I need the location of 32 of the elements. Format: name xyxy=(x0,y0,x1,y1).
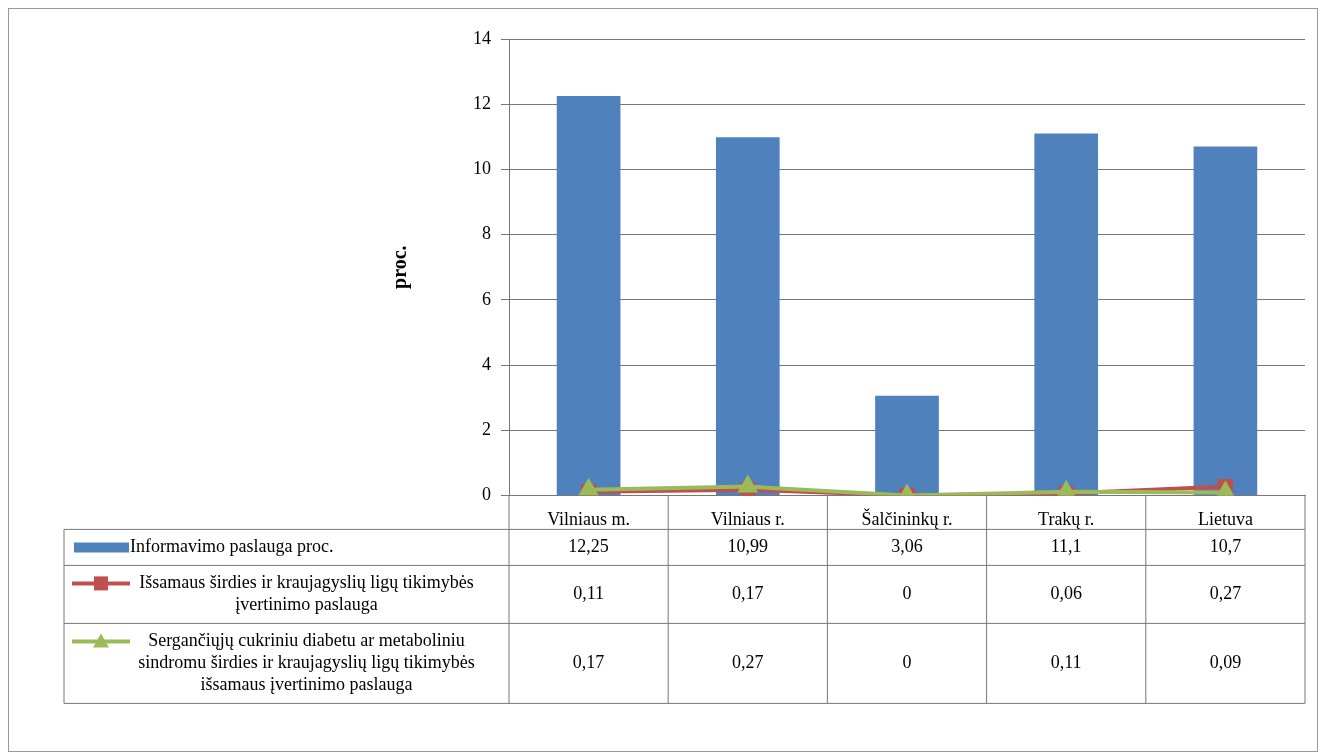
legend-label: Sergančiųjų cukriniu diabetu ar metaboliniu sindromu širdies ir kraujagyslių ligų tikimybės išsamaus įvertinimo paslauga xyxy=(138,630,475,695)
data-label: 10,7 xyxy=(1209,536,1242,557)
data-label: 0,27 xyxy=(1209,583,1242,604)
data-label: 3,06 xyxy=(891,536,923,557)
x-tick-label: Trakų r. xyxy=(1038,508,1095,529)
y-tick-label: 12 xyxy=(473,92,491,113)
y-tick-label: 14 xyxy=(473,27,491,48)
y-tick-label: 6 xyxy=(482,288,491,309)
data-label: 0,27 xyxy=(732,652,764,673)
x-tick-label: Vilniaus r. xyxy=(710,508,785,529)
data-label: 10,99 xyxy=(727,536,769,557)
y-tick-label: 8 xyxy=(482,223,491,244)
data-label: 0,09 xyxy=(1209,652,1242,673)
x-tick-label: Vilniaus m. xyxy=(547,508,631,529)
data-label: 0,17 xyxy=(732,583,764,604)
data-label: 0 xyxy=(902,652,912,673)
y-tick-label: 0 xyxy=(482,484,491,505)
data-label: 0,11 xyxy=(1050,652,1082,673)
legend-label: Informavimo paslauga proc. xyxy=(130,536,334,557)
legend-label: Išsamaus širdies ir kraujagyslių ligų tikimybės įvertinimo paslauga xyxy=(139,572,474,615)
y-axis-title: proc. xyxy=(388,245,412,289)
data-label: 0,17 xyxy=(572,652,605,673)
y-tick-label: 10 xyxy=(473,158,491,179)
data-label: 12,25 xyxy=(568,536,609,557)
data-label: 0 xyxy=(902,583,912,604)
data-label: 0,06 xyxy=(1050,583,1082,604)
x-tick-label: Lietuva xyxy=(1197,508,1253,529)
data-label: 0,11 xyxy=(573,583,605,604)
y-tick-label: 4 xyxy=(482,353,491,374)
x-tick-label: Šalčininkų r. xyxy=(861,507,953,529)
data-label: 11,1 xyxy=(1050,536,1082,557)
y-tick-label: 2 xyxy=(482,418,491,439)
